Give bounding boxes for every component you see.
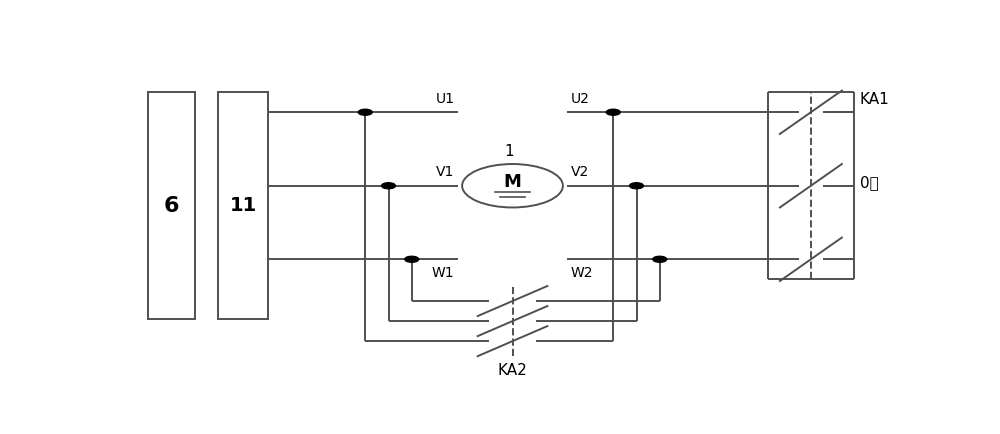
Text: 6: 6 [164, 196, 179, 216]
Text: V1: V1 [436, 165, 454, 179]
Text: W1: W1 [432, 266, 454, 280]
Text: KA1: KA1 [860, 92, 889, 107]
Bar [218, 92, 268, 319]
Circle shape [358, 109, 372, 115]
Circle shape [630, 183, 643, 189]
Text: U2: U2 [571, 92, 590, 105]
Circle shape [382, 183, 395, 189]
Bar [148, 92, 195, 319]
Circle shape [653, 256, 667, 262]
Circle shape [405, 256, 419, 262]
Circle shape [462, 164, 563, 207]
Text: M: M [504, 173, 521, 191]
Circle shape [606, 109, 620, 115]
Text: U1: U1 [435, 92, 454, 105]
Text: W2: W2 [571, 266, 593, 280]
Text: V2: V2 [571, 165, 589, 179]
Text: 1: 1 [504, 144, 513, 159]
Text: KA2: KA2 [498, 363, 527, 378]
Text: 11: 11 [230, 196, 257, 215]
Text: 0点: 0点 [860, 175, 878, 190]
